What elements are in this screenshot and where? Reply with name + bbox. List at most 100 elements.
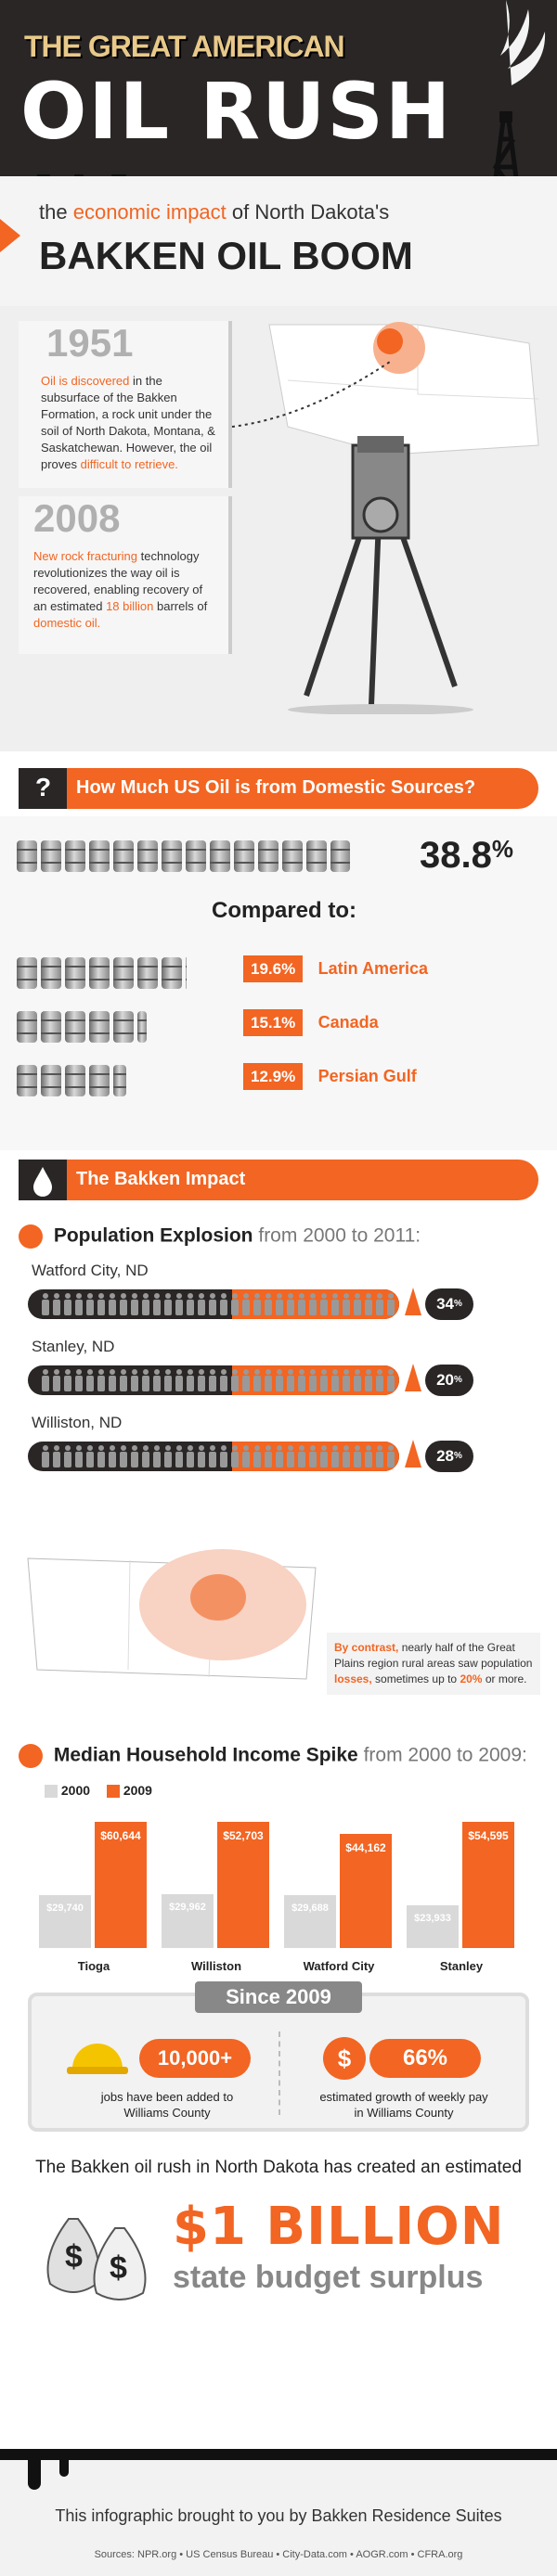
person-icon [163,1445,173,1467]
footer [0,2449,557,2576]
barrel-icon [41,1065,61,1096]
person-icon [52,1369,61,1391]
person-icon [197,1445,206,1467]
history-card-1951: 1951 Oil is discovered in the subsurface… [19,321,232,488]
person-icon [197,1293,206,1315]
income-town-label: Williston [190,1959,242,1973]
person-icon [275,1369,284,1391]
person-icon [152,1369,162,1391]
person-icon [364,1445,373,1467]
person-icon [386,1293,395,1315]
money-bags-icon: $ $ [46,2218,147,2300]
person-icon [330,1369,340,1391]
person-icon [152,1293,162,1315]
city-name: Watford City, ND [32,1262,149,1279]
money-bag-icon [19,1744,43,1768]
population-bar [28,1442,399,1471]
oil-drop-icon [19,1160,67,1200]
person-icon [319,1445,329,1467]
person-icon [175,1445,184,1467]
barrel-icon [41,957,61,989]
surplus-intro: The Bakken oil rush in North Dakota has … [35,2158,522,2177]
barrel-icon [65,1011,85,1043]
barrel-icon [113,840,134,872]
person-icon [241,1369,251,1391]
pump-jack-illustration [288,436,473,714]
population-bar [28,1365,399,1395]
income-legend: 2000 2009 [45,1783,152,1799]
income-bar-2000: $29,688 [284,1894,336,1948]
income-bar-2000: $29,740 [39,1894,91,1948]
person-icon [308,1445,317,1467]
surplus-caption: state budget surplus [173,2260,484,2295]
headline: BAKKEN OIL BOOM [39,234,413,277]
barrel-row-us [17,840,354,877]
barrel-icon [41,1011,61,1043]
person-icon [230,1293,240,1315]
barrel-icon [162,840,182,872]
person-icon [364,1293,373,1315]
city-name: Williston, ND [32,1414,123,1431]
connector-arrow [231,361,391,428]
person-icon [208,1369,217,1391]
population-rows: Watford City, ND 34% Stanley, ND 20% Willist… [0,1262,557,1540]
person-icon [208,1293,217,1315]
barrel-icon [17,840,37,872]
footer-credit: This infographic brought to you by Bakke… [55,2506,502,2525]
person-icon [74,1369,84,1391]
history-card-2008: 2008 New rock fracturing technology revo… [19,496,232,654]
person-icon [41,1369,50,1391]
population-growth-value: 20% [425,1365,473,1396]
person-icon [386,1369,395,1391]
person-icon [330,1445,340,1467]
section-header-impact: The Bakken Impact [19,1160,538,1200]
barrel-icon [89,840,110,872]
person-icon [230,1445,240,1467]
barrel-icon [41,840,61,872]
person-icon [97,1445,106,1467]
barrel-icon [186,957,187,989]
hard-hat-icon [67,2044,128,2074]
map-illustration [268,322,539,455]
person-icon [286,1369,295,1391]
question-icon: ? [19,768,67,809]
barrel-icon [210,840,230,872]
barrel-icon [113,1065,126,1096]
person-icon [264,1369,273,1391]
arrow-marker [0,219,20,252]
barrel-icon [113,1011,134,1043]
barrel-icon [17,1011,37,1043]
person-icon [63,1369,72,1391]
person-icon [119,1369,128,1391]
barrel-icon [186,840,206,872]
income-bar-2009: $52,703 [217,1822,269,1948]
person-icon [97,1369,106,1391]
person-icon [119,1293,128,1315]
barrel-icon [234,840,254,872]
contrast-callout: By contrast, nearly half of the Great Pl… [327,1633,540,1695]
jobs-text: jobs have been added to Williams County [100,2090,234,2120]
person-icon [85,1369,95,1391]
barrel-icon [137,957,158,989]
person-icon [130,1369,139,1391]
person-icon [97,1293,106,1315]
comparison-row: 12.9% Persian Gulf [243,1063,417,1090]
footer-stripe [0,2449,557,2460]
income-town-label: Tioga [77,1959,110,1973]
barrel-row-persian-gulf [17,1065,130,1101]
population-title: Population Explosion from 2000 to 2011: [19,1224,421,1249]
history-2008-text: New rock fracturing technology revolutio… [33,549,208,630]
comparison-row: 19.6% Latin America [243,955,428,982]
person-icon [141,1445,150,1467]
dollar-icon: $ [323,2037,366,2080]
year-2008: 2008 [33,496,121,540]
person-icon [130,1445,139,1467]
person-icon [264,1293,273,1315]
population-growth-value: 28% [425,1441,473,1472]
person-icon [308,1293,317,1315]
population-growth-value: 34% [425,1288,473,1320]
person-icon [219,1293,228,1315]
person-icon [308,1369,317,1391]
person-icon [297,1369,306,1391]
income-town-label: Watford City [303,1959,375,1973]
